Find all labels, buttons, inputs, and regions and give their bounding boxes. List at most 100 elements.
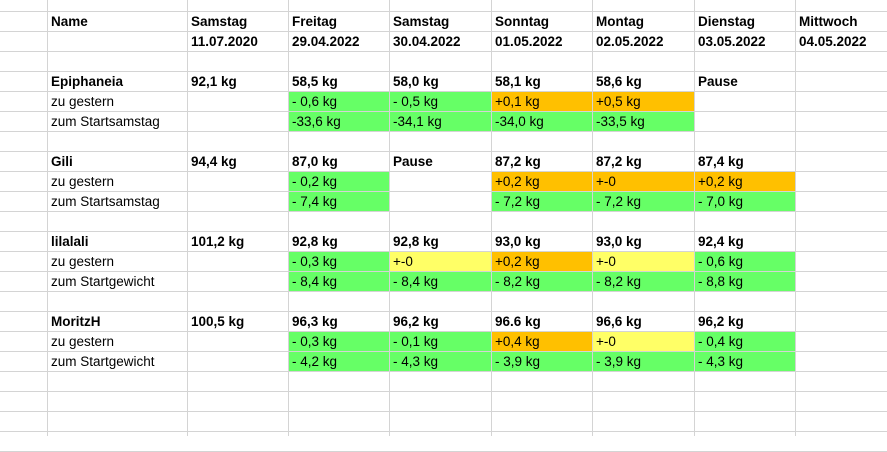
weight-cell[interactable]: 92,1 kg bbox=[191, 74, 237, 89]
weight-cell[interactable]: 87,2 kg bbox=[596, 154, 642, 169]
delta-cell[interactable]: +0,4 kg bbox=[492, 332, 592, 351]
delta-cell[interactable]: - 3,9 kg bbox=[492, 352, 592, 371]
header-date-cell[interactable]: 01.05.2022 bbox=[495, 34, 563, 49]
delta-cell[interactable]: -34,1 kg bbox=[390, 112, 491, 131]
weight-cell[interactable]: 96,6 kg bbox=[596, 314, 642, 329]
header-date-cell[interactable]: 30.04.2022 bbox=[393, 34, 461, 49]
grid-row-line bbox=[0, 411, 887, 412]
row-label-cell[interactable]: zu gestern bbox=[51, 174, 115, 189]
header-day-cell[interactable]: Montag bbox=[596, 14, 644, 29]
delta-cell[interactable]: - 4,2 kg bbox=[289, 352, 389, 371]
grid-row-line bbox=[0, 171, 887, 172]
row-label-cell[interactable]: zu gestern bbox=[51, 254, 115, 269]
participant-name-cell[interactable]: lilalali bbox=[51, 234, 89, 249]
row-label-cell[interactable]: zu gestern bbox=[51, 334, 115, 349]
header-date-cell[interactable]: 29.04.2022 bbox=[292, 34, 360, 49]
grid-row-line bbox=[0, 111, 887, 112]
header-date-cell[interactable]: 03.05.2022 bbox=[698, 34, 766, 49]
header-day-cell[interactable]: Samstag bbox=[393, 14, 450, 29]
delta-cell[interactable]: - 7,0 kg bbox=[695, 192, 795, 211]
weight-cell[interactable]: 58,6 kg bbox=[596, 74, 642, 89]
weight-cell[interactable]: 93,0 kg bbox=[495, 234, 541, 249]
delta-cell[interactable]: - 0,5 kg bbox=[390, 92, 491, 111]
grid-row-line bbox=[0, 351, 887, 352]
weight-cell[interactable]: 92,8 kg bbox=[292, 234, 338, 249]
delta-cell[interactable]: - 0,6 kg bbox=[695, 252, 795, 271]
participant-name-cell[interactable]: MoritzH bbox=[51, 314, 101, 329]
weight-cell[interactable]: 101,2 kg bbox=[191, 234, 245, 249]
row-label-cell[interactable]: zum Startsamstag bbox=[51, 114, 160, 129]
delta-cell[interactable]: - 0,1 kg bbox=[390, 332, 491, 351]
weight-cell[interactable]: Pause bbox=[698, 74, 738, 89]
delta-cell[interactable]: +-0 bbox=[593, 332, 694, 351]
weight-cell[interactable]: 96.6 kg bbox=[495, 314, 541, 329]
delta-cell[interactable]: - 8,2 kg bbox=[593, 272, 694, 291]
weight-cell[interactable]: 58,0 kg bbox=[393, 74, 439, 89]
delta-cell[interactable]: - 7,2 kg bbox=[593, 192, 694, 211]
delta-cell[interactable]: - 8,8 kg bbox=[695, 272, 795, 291]
header-date-cell[interactable]: 11.07.2020 bbox=[191, 34, 258, 49]
delta-cell[interactable]: -34,0 kg bbox=[492, 112, 592, 131]
delta-cell[interactable]: +0,2 kg bbox=[492, 252, 592, 271]
delta-cell[interactable]: - 0,6 kg bbox=[289, 92, 389, 111]
delta-cell[interactable]: - 7,4 kg bbox=[289, 192, 389, 211]
grid-row-line bbox=[0, 31, 887, 32]
header-date-cell[interactable]: 02.05.2022 bbox=[596, 34, 664, 49]
grid-column-line bbox=[491, 0, 492, 436]
delta-cell[interactable]: +-0 bbox=[593, 172, 694, 191]
delta-cell[interactable]: +0,2 kg bbox=[492, 172, 592, 191]
weight-cell[interactable]: 96,2 kg bbox=[698, 314, 744, 329]
grid-row-line bbox=[0, 251, 887, 252]
weight-cell[interactable]: 87,2 kg bbox=[495, 154, 541, 169]
delta-cell[interactable]: +-0 bbox=[390, 252, 491, 271]
delta-cell[interactable]: - 8,4 kg bbox=[289, 272, 389, 291]
weight-cell[interactable]: 96,3 kg bbox=[292, 314, 338, 329]
delta-cell[interactable]: -33,5 kg bbox=[593, 112, 694, 131]
weight-cell[interactable]: 87,0 kg bbox=[292, 154, 338, 169]
header-day-cell[interactable]: Mittwoch bbox=[799, 14, 858, 29]
weight-cell[interactable]: 92,8 kg bbox=[393, 234, 439, 249]
delta-cell[interactable]: - 4,3 kg bbox=[390, 352, 491, 371]
participant-name-cell[interactable]: Gili bbox=[51, 154, 73, 169]
delta-cell[interactable]: - 4,3 kg bbox=[695, 352, 795, 371]
delta-cell[interactable]: - 3,9 kg bbox=[593, 352, 694, 371]
row-label-cell[interactable]: zu gestern bbox=[51, 94, 115, 109]
weight-cell[interactable]: Pause bbox=[393, 154, 433, 169]
delta-cell[interactable]: - 8,2 kg bbox=[492, 272, 592, 291]
delta-cell[interactable]: -33,6 kg bbox=[289, 112, 389, 131]
row-label-cell[interactable]: zum Startgewicht bbox=[51, 274, 155, 289]
weight-cell[interactable]: 93,0 kg bbox=[596, 234, 642, 249]
delta-cell[interactable]: +0,2 kg bbox=[695, 172, 795, 191]
weight-cell[interactable]: 96,2 kg bbox=[393, 314, 439, 329]
delta-cell[interactable]: +0,1 kg bbox=[492, 92, 592, 111]
row-label-cell[interactable]: zum Startgewicht bbox=[51, 354, 155, 369]
delta-cell[interactable]: - 0,3 kg bbox=[289, 332, 389, 351]
header-day-cell[interactable]: Samstag bbox=[191, 14, 248, 29]
delta-cell[interactable]: +-0 bbox=[593, 252, 694, 271]
weight-cell[interactable]: 58,5 kg bbox=[292, 74, 338, 89]
delta-cell[interactable]: +0,5 kg bbox=[593, 92, 694, 111]
delta-cell[interactable]: - 8,4 kg bbox=[390, 272, 491, 291]
weight-cell[interactable]: 100,5 kg bbox=[191, 314, 245, 329]
grid-row-line bbox=[0, 271, 887, 272]
weight-cell[interactable]: 58,1 kg bbox=[495, 74, 541, 89]
header-day-cell[interactable]: Freitag bbox=[292, 14, 338, 29]
delta-cell[interactable]: - 7,2 kg bbox=[492, 192, 592, 211]
grid-row-line bbox=[0, 331, 887, 332]
row-label-cell[interactable]: zum Startsamstag bbox=[51, 194, 160, 209]
header-day-cell[interactable]: Sonntag bbox=[495, 14, 549, 29]
grid-column-line bbox=[389, 0, 390, 436]
weight-cell[interactable]: 94,4 kg bbox=[191, 154, 237, 169]
delta-cell[interactable]: - 0,4 kg bbox=[695, 332, 795, 351]
header-day-cell[interactable]: Dienstag bbox=[698, 14, 756, 29]
grid-row-line bbox=[0, 11, 887, 12]
weight-cell[interactable]: 92,4 kg bbox=[698, 234, 744, 249]
weight-cell[interactable]: 87,4 kg bbox=[698, 154, 744, 169]
header-name-cell[interactable]: Name bbox=[51, 14, 88, 29]
delta-cell[interactable]: - 0,2 kg bbox=[289, 172, 389, 191]
participant-name-cell[interactable]: Epiphaneia bbox=[51, 74, 124, 89]
delta-cell[interactable]: - 0,3 kg bbox=[289, 252, 389, 271]
header-date-cell[interactable]: 04.05.2022 bbox=[799, 34, 867, 49]
grid-row-line bbox=[0, 371, 887, 372]
